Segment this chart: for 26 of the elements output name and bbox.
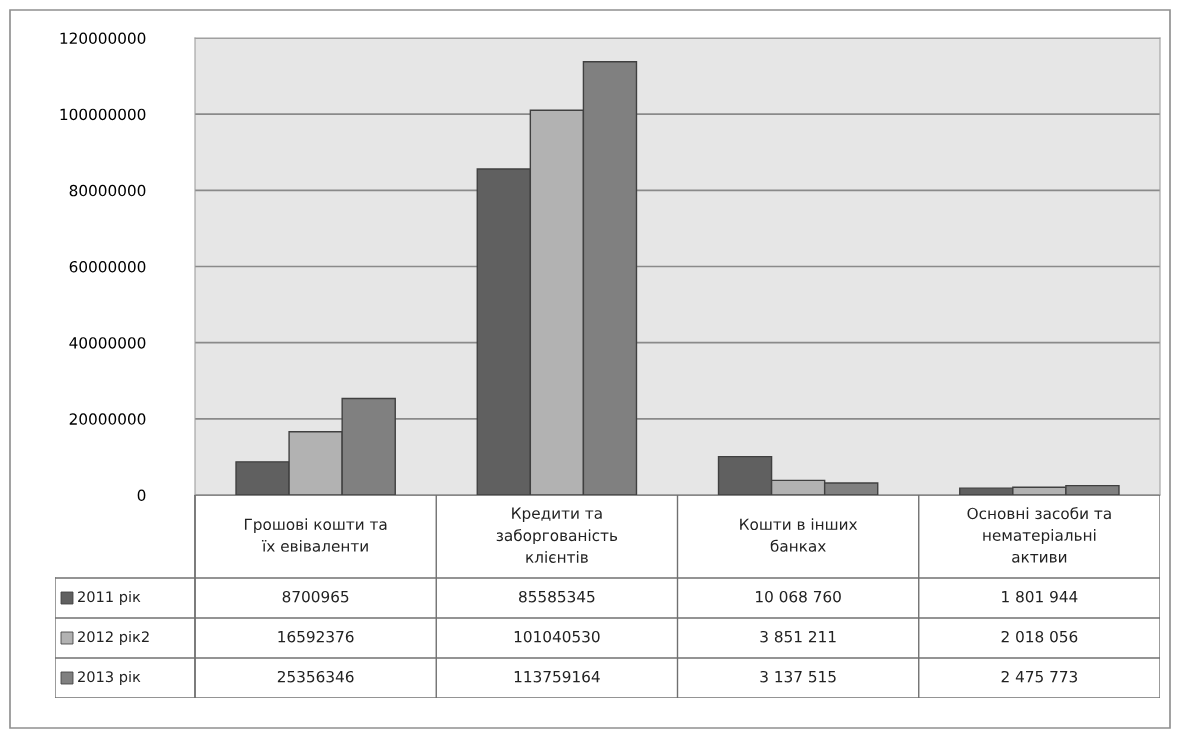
x-tick-label: Грошові кошти та їх евіваленти (244, 518, 387, 552)
legend-label: 2012 рік2 (78, 630, 149, 646)
data-label: 16592376 (278, 630, 354, 643)
y-tick-label: 80000000 (69, 184, 146, 197)
y-tick-label: 120000000 (60, 32, 146, 45)
y-tick-label: 20000000 (69, 413, 146, 425)
data-label: 3 851 211 (760, 630, 836, 643)
x-tick-label: Основні засоби та нематеріальні активи (967, 507, 1111, 563)
data-label: 1 801 944 (1002, 590, 1078, 603)
data-label: 2 475 773 (1001, 670, 1078, 683)
y-tick-label: 40000000 (69, 337, 146, 349)
data-label: 101040530 (514, 630, 600, 643)
data-label: 8700965 (282, 590, 349, 603)
data-label: 3 137 515 (760, 670, 836, 683)
data-label: 10 068 760 (756, 590, 841, 603)
y-tick-label: 100000000 (60, 108, 146, 121)
x-tick-label: Кредити та заборгованість клієнтів (496, 507, 618, 563)
legend-label: 2011 рік (78, 590, 141, 606)
y-tick-label: 60000000 (69, 260, 146, 273)
data-label: 85585345 (519, 590, 595, 603)
data-label: 113759164 (514, 670, 600, 683)
legend-label: 2013 рік (78, 670, 141, 686)
y-tick-label: 0 (137, 489, 146, 502)
x-tick-label: Кошти в інших банках (740, 518, 858, 552)
data-label: 2 018 056 (1001, 630, 1078, 643)
data-label: 25356346 (277, 670, 354, 683)
